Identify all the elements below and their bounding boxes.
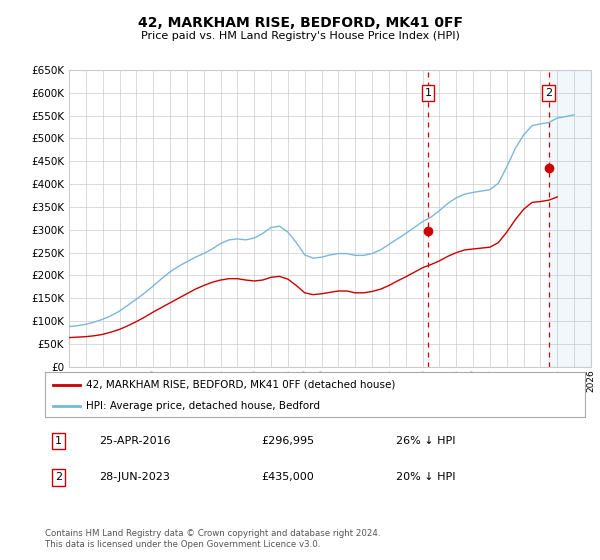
Bar xyxy=(549,70,591,367)
Text: HPI: Average price, detached house, Bedford: HPI: Average price, detached house, Bedf… xyxy=(86,401,320,411)
Text: 1: 1 xyxy=(55,436,62,446)
Text: 28-JUN-2023: 28-JUN-2023 xyxy=(99,473,170,482)
Text: 25-APR-2016: 25-APR-2016 xyxy=(99,436,170,446)
Text: 20% ↓ HPI: 20% ↓ HPI xyxy=(396,473,455,482)
Text: 26% ↓ HPI: 26% ↓ HPI xyxy=(396,436,455,446)
Text: £435,000: £435,000 xyxy=(261,473,314,482)
Text: Price paid vs. HM Land Registry's House Price Index (HPI): Price paid vs. HM Land Registry's House … xyxy=(140,31,460,41)
Text: 42, MARKHAM RISE, BEDFORD, MK41 0FF: 42, MARKHAM RISE, BEDFORD, MK41 0FF xyxy=(137,16,463,30)
Text: 2: 2 xyxy=(55,473,62,482)
Text: 42, MARKHAM RISE, BEDFORD, MK41 0FF (detached house): 42, MARKHAM RISE, BEDFORD, MK41 0FF (det… xyxy=(86,380,395,390)
Text: 1: 1 xyxy=(425,88,431,98)
Text: Contains HM Land Registry data © Crown copyright and database right 2024.
This d: Contains HM Land Registry data © Crown c… xyxy=(45,529,380,549)
Text: £296,995: £296,995 xyxy=(261,436,314,446)
Text: 2: 2 xyxy=(545,88,552,98)
